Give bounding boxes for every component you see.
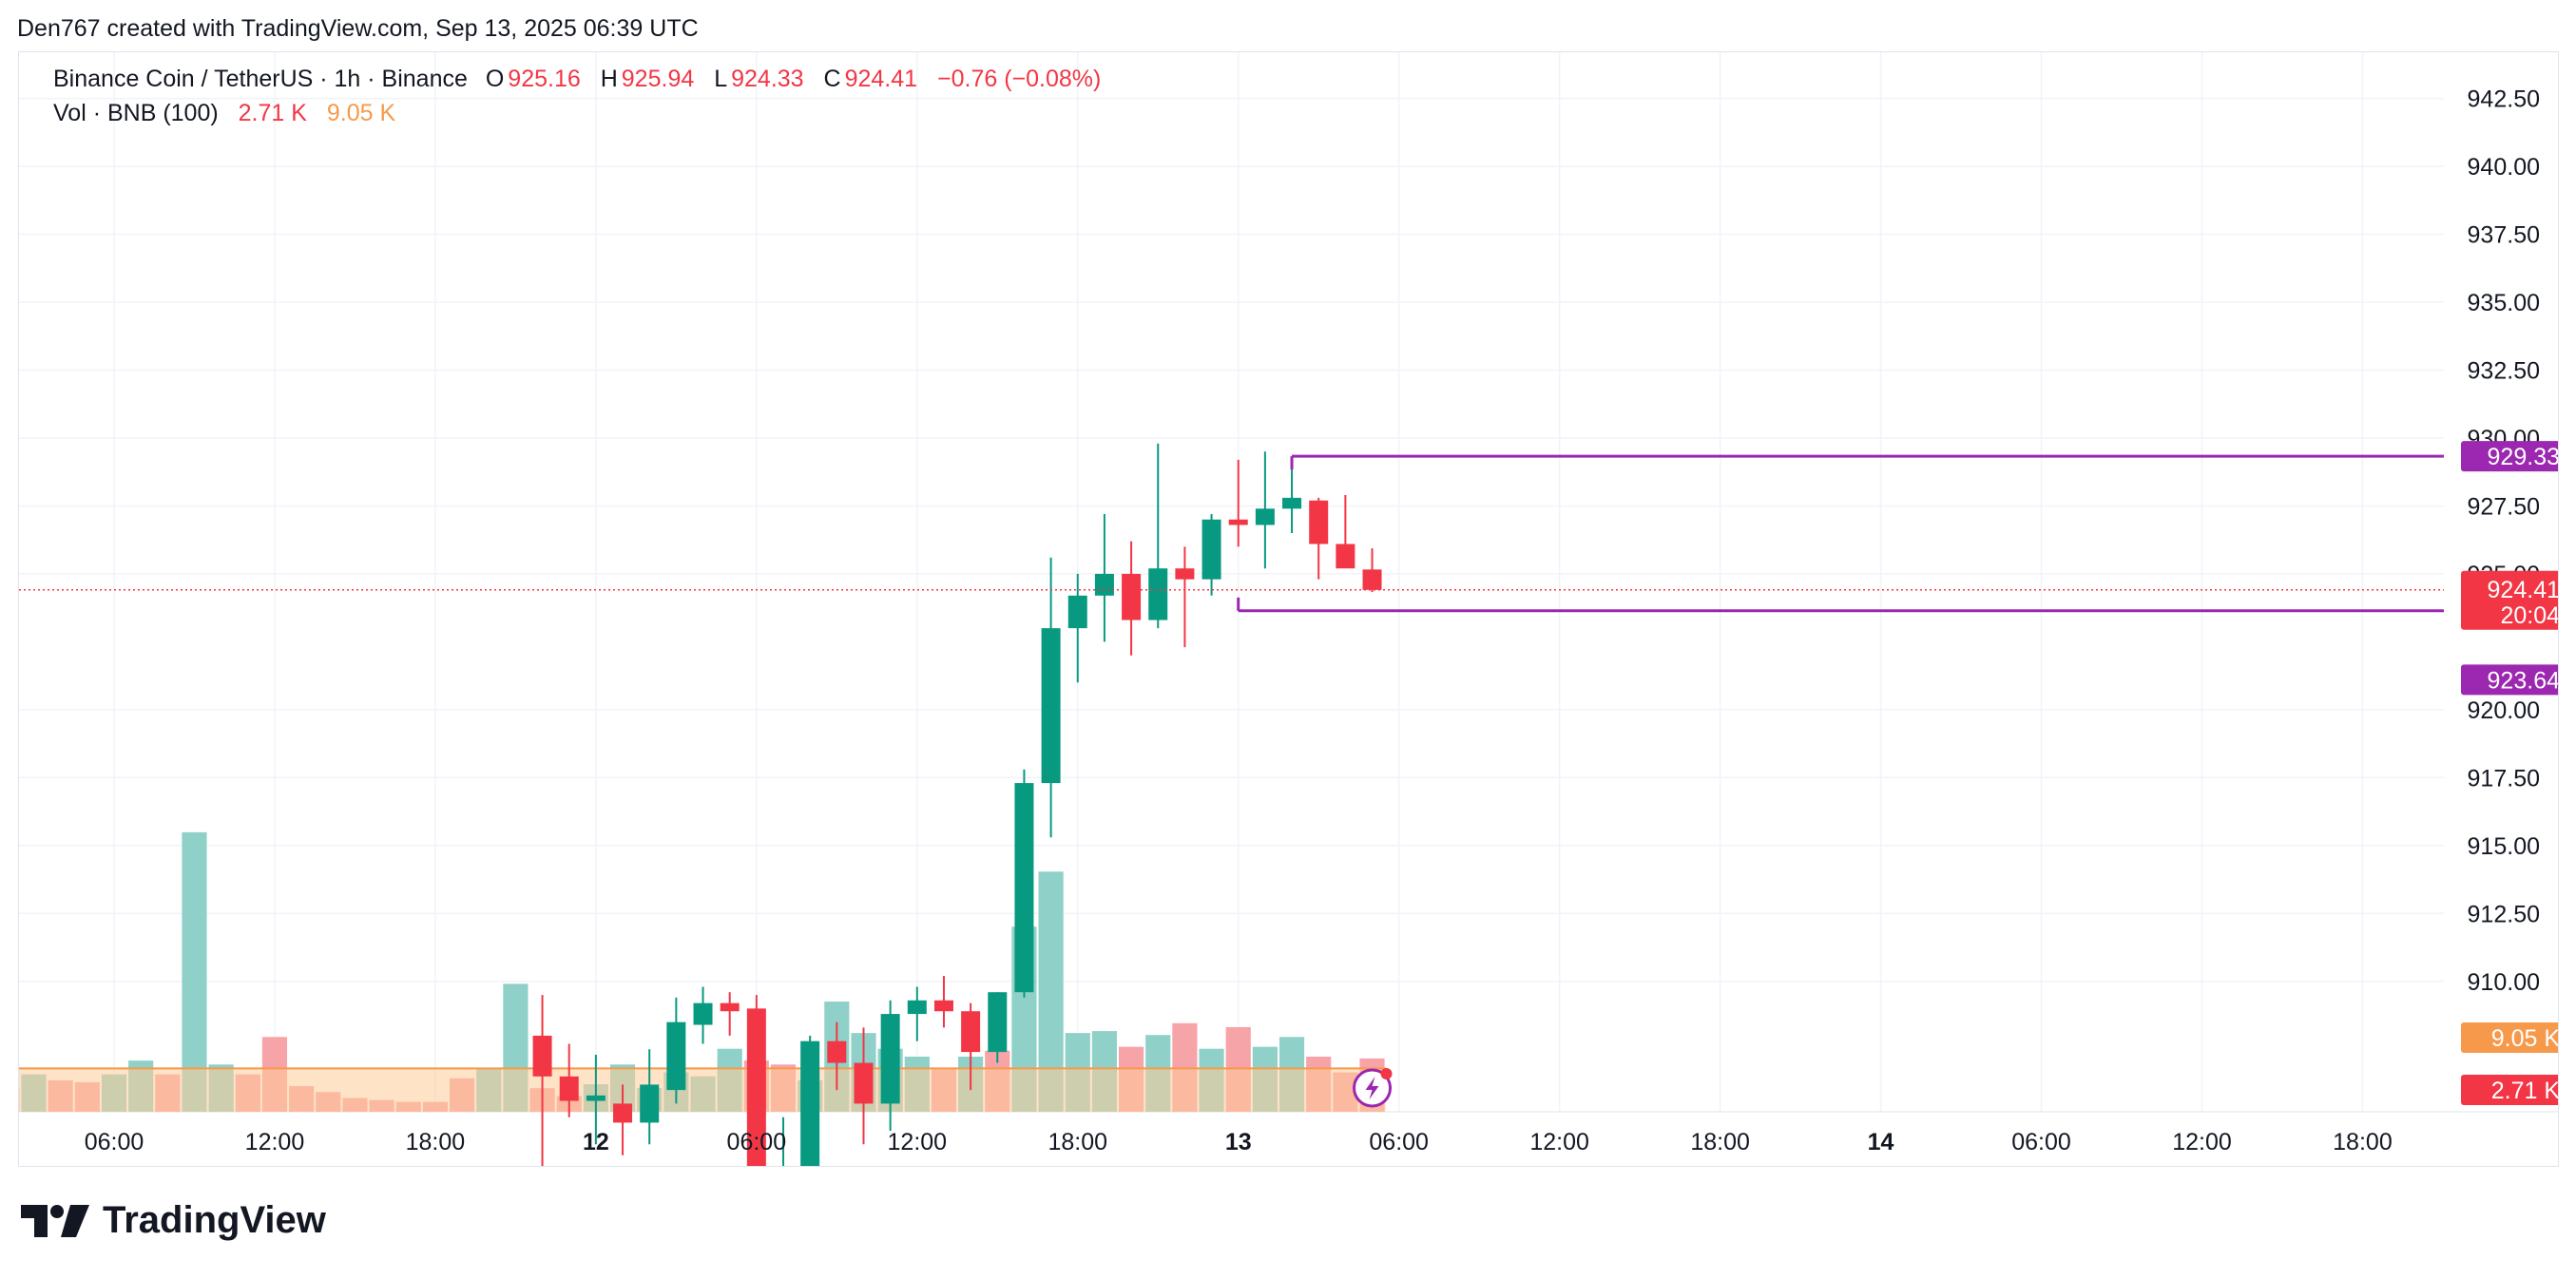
candle-body [1336,544,1355,569]
candle-body [1067,595,1087,629]
candle-body [961,1011,981,1053]
candle-body [1309,500,1329,544]
candle-body [640,1084,660,1123]
x-tick-label: 06:00 [727,1129,787,1155]
high-value: 925.94 [621,66,695,92]
candle-body [907,1000,927,1015]
x-tick-label: 12:00 [888,1129,948,1155]
y-tick-label: 910.00 [2468,969,2540,996]
volume-label[interactable]: Vol · BNB (100) [53,100,219,126]
candle-body [746,1008,766,1166]
symbol-legend: Binance Coin / TetherUS · 1h · Binance O… [53,66,1105,93]
candle-body [1148,568,1168,620]
y-tick-label: 937.50 [2468,222,2540,249]
candle-body [1201,519,1221,580]
volume-legend: Vol · BNB (100) 2.71 K 9.05 K [53,100,399,127]
x-tick-label: 13 [1225,1129,1252,1155]
candle-body [933,1000,953,1012]
last-price-badge-bg [2461,570,2558,630]
tradingview-logo-icon [21,1204,89,1237]
candle-body [827,1040,847,1063]
candle-body [559,1076,579,1101]
volume-value: 2.71 K [238,100,307,126]
volume-bar [182,831,207,1112]
candle-body [693,1002,713,1025]
x-tick-label: 12:00 [2172,1129,2232,1155]
level-high-badge-bg [2461,441,2558,472]
candle-body [1041,628,1061,784]
candle-body [1228,519,1248,525]
change-value: −0.76 (−0.08%) [937,66,1102,92]
candle-body [1362,569,1382,590]
y-tick-label: 927.50 [2468,493,2540,520]
x-tick-label: 12:00 [245,1129,305,1155]
open-label: O [485,66,505,92]
x-tick-label: 14 [1868,1129,1894,1155]
x-tick-label: 18:00 [1048,1129,1107,1155]
y-tick-label: 932.50 [2468,358,2540,385]
candle-body [1282,497,1302,509]
candle-body [1175,568,1195,580]
brand-name: TradingView [103,1199,326,1241]
candle-body [880,1014,900,1104]
low-value: 924.33 [731,66,804,92]
candle-body [1255,508,1275,525]
high-label: H [600,66,618,92]
candle-body [1014,783,1034,993]
symbol-name[interactable]: Binance Coin / TetherUS · 1h · Binance [53,66,468,92]
candle-body [532,1035,552,1077]
volume-ma-value: 9.05 K [326,100,396,126]
chart-panel[interactable]: 942.50 940.00 937.50 935.00 932.50 930.00 927.… [18,51,2559,1167]
y-tick-label: 935.00 [2468,290,2540,316]
volume-ma-area [19,1068,1386,1112]
x-tick-label: 18:00 [1690,1129,1750,1155]
level-low-badge: 923.64 [2488,667,2558,694]
candle-body [666,1021,686,1091]
y-tick-label: 917.50 [2468,765,2540,792]
y-tick-label: 912.50 [2468,901,2540,927]
low-label: L [714,66,728,92]
volume-ma-badge: 9.05 K [2491,1025,2558,1052]
close-label: C [823,66,841,92]
volume-last-badge-bg [2461,1075,2558,1105]
x-tick-label: 06:00 [1369,1129,1429,1155]
candle-body [720,1002,740,1012]
attribution-text: Den767 created with TradingView.com, Sep… [17,15,699,42]
x-tick-label: 06:00 [85,1129,144,1155]
last-price-badge: 924.41 [2488,577,2558,603]
candle-body [854,1062,874,1104]
countdown-badge: 20:04 [2500,602,2558,629]
y-tick-label: 940.00 [2468,154,2540,181]
y-tick-label: 920.00 [2468,697,2540,724]
volume-last-badge: 2.71 K [2491,1078,2558,1104]
lightning-bolt-icon [1365,1077,1379,1099]
candle-body [1122,573,1142,620]
candle-body [800,1040,820,1166]
x-tick-label: 18:00 [406,1129,466,1155]
candle-body [586,1095,606,1101]
x-tick-label: 06:00 [2011,1129,2071,1155]
y-tick-label: 942.50 [2468,86,2540,113]
y-tick-label: 915.00 [2468,833,2540,860]
volume-ma-badge-bg [2461,1022,2558,1053]
candle-body [988,992,1008,1053]
candle-body [1094,573,1114,596]
candle-body [613,1103,633,1123]
level-high-badge: 929.33 [2488,444,2558,470]
close-value: 924.41 [844,66,918,92]
notification-dot-icon [1380,1068,1393,1079]
x-tick-label: 18:00 [2333,1129,2393,1155]
price-chart[interactable]: 942.50940.00937.50935.00932.50930.00927.… [19,52,2558,1166]
level-low-badge-bg [2461,664,2558,696]
x-tick-label: 12:00 [1529,1129,1589,1155]
tradingview-logo[interactable]: TradingView [21,1199,326,1242]
open-value: 925.16 [508,66,581,92]
x-tick-label: 12 [583,1129,609,1155]
